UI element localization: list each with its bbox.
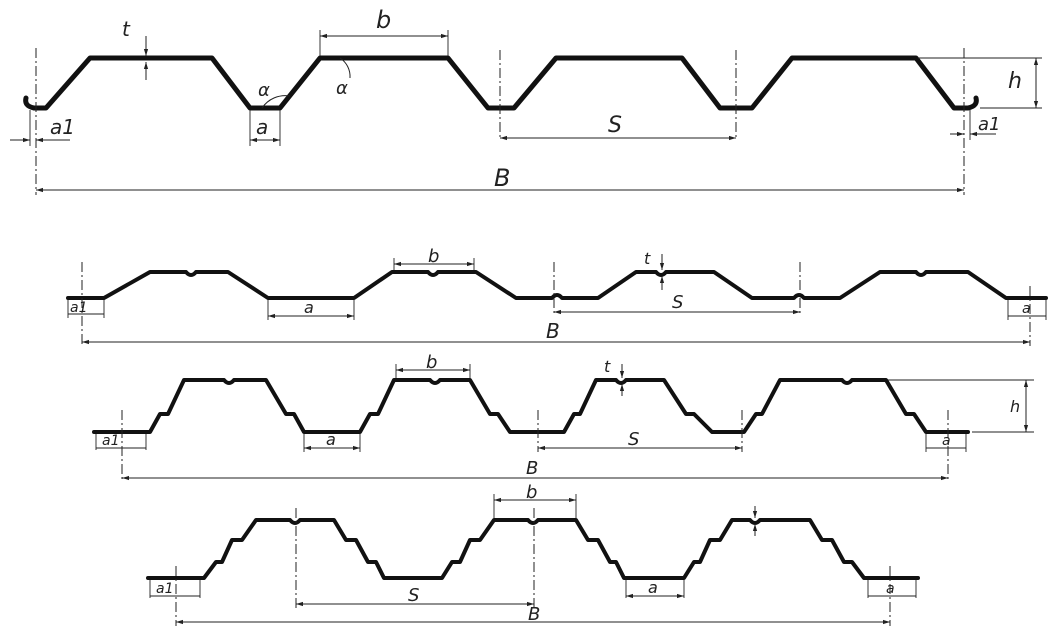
a1-label-right: a1 [978, 114, 1000, 135]
alpha-label-2: α [336, 78, 348, 99]
p4-a-label-right: a [886, 581, 895, 597]
p2-a-label-right: a [1022, 301, 1031, 317]
p3-s-label: S [628, 429, 639, 450]
b-label: b [376, 6, 391, 34]
alpha-label-1: α [258, 80, 270, 101]
p3-a-label-right: a [942, 433, 951, 449]
p2-B-label: B [546, 319, 560, 343]
a1-label-left: a1 [50, 115, 75, 139]
profile-2-outline [66, 270, 1048, 300]
s-label: S [608, 113, 622, 138]
p2-a1-label: a1 [70, 300, 88, 316]
t-label: t [122, 17, 131, 41]
p3-a1-label: a1 [102, 433, 120, 449]
profile-3-outline [92, 378, 970, 434]
p3-b-label: b [426, 352, 437, 373]
profile-3: b t h a1 a a S B [92, 352, 1034, 482]
p2-s-label: S [672, 292, 683, 313]
p3-B-label: B [526, 458, 538, 479]
p4-b-label: b [526, 482, 537, 503]
p2-a-label: a [304, 298, 314, 317]
p4-a1-label: a1 [156, 581, 174, 597]
p3-t-label: t [604, 357, 611, 376]
p4-B-label: B [528, 604, 540, 625]
h-label: h [1008, 69, 1022, 94]
B-label: B [494, 164, 510, 192]
p3-a-label: a [326, 430, 336, 449]
a-label: a [256, 115, 268, 139]
p4-s-label: S [408, 585, 419, 606]
profile-4-outline [146, 518, 920, 580]
profile-2: b t a1 a a S B [66, 246, 1048, 346]
p2-t-label: t [644, 249, 651, 268]
profile-4: b a1 a a S B [146, 482, 920, 626]
profile-1: t b α α a a1 a1 S h B [10, 6, 1042, 195]
p4-a-label: a [648, 578, 658, 597]
p2-b-label: b [428, 246, 439, 267]
p3-h-label: h [1010, 397, 1020, 416]
profile-1-outline [23, 55, 979, 111]
